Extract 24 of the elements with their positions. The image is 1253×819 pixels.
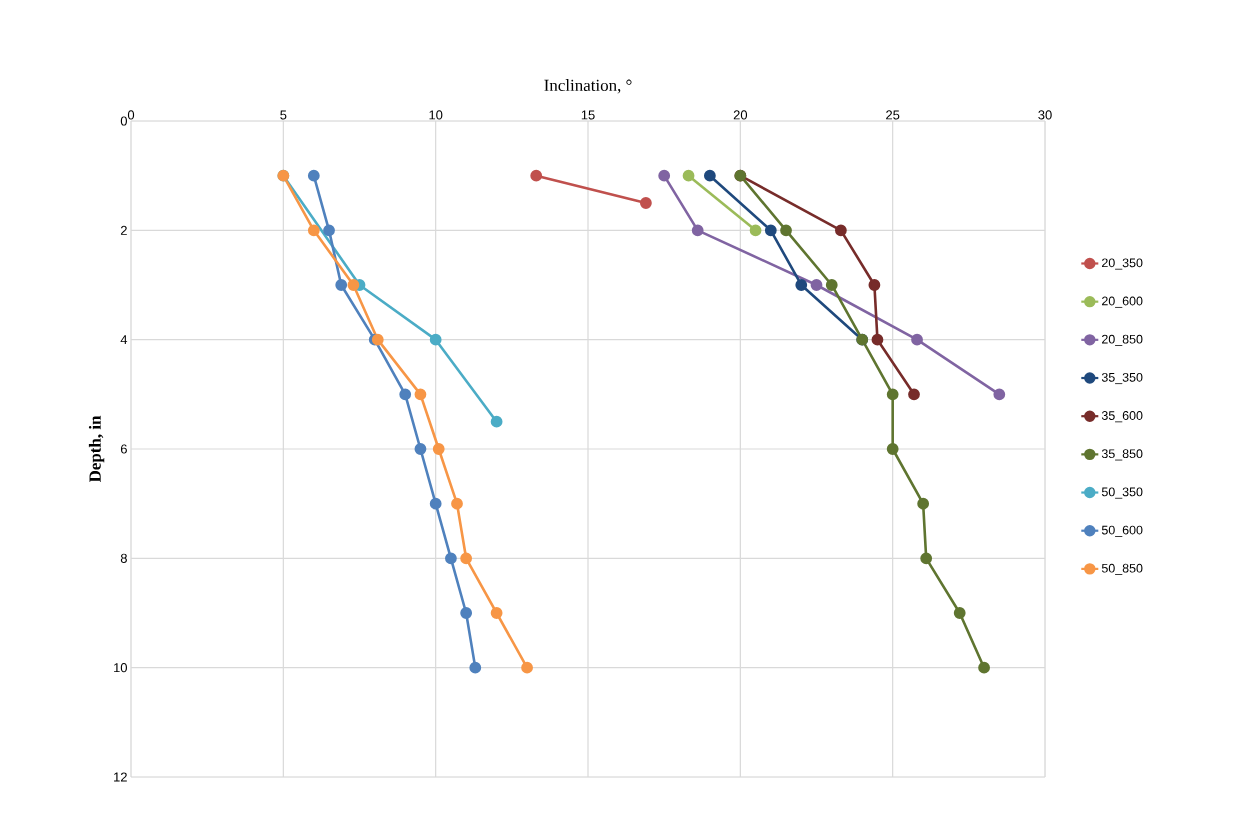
x-tick-label: 15 [581, 110, 595, 120]
x-tick-label: 5 [280, 110, 287, 120]
y-tick-label: 12 [114, 772, 127, 782]
legend-label: 50_350 [1101, 487, 1143, 499]
y-tick-label: 6 [120, 444, 127, 454]
y-tick-label: 2 [120, 225, 127, 235]
legend-label: 20_600 [1102, 296, 1143, 308]
x-tick-label: 30 [1038, 110, 1052, 120]
legend-label: 35_350 [1101, 372, 1143, 385]
legend-label: 20_850 [1102, 334, 1143, 346]
y-axis-title: Depth, in [88, 415, 105, 483]
legend-label: 50_600 [1101, 525, 1143, 537]
x-axis-title: Inclination, ° [544, 79, 632, 94]
y-tick-label: 4 [120, 335, 128, 345]
x-tick-label: 0 [127, 110, 135, 120]
x-tick-label: 25 [886, 110, 900, 120]
x-tick-label: 10 [429, 110, 443, 120]
y-tick-label: 10 [114, 663, 127, 673]
legend-label: 35_850 [1101, 449, 1143, 461]
y-tick-label: 8 [120, 553, 127, 563]
x-tick-label: 20 [733, 110, 748, 120]
legend-label: 20_350 [1102, 258, 1143, 270]
legend-label: 35_600 [1101, 411, 1143, 423]
legend-label: 50_850 [1101, 563, 1143, 575]
